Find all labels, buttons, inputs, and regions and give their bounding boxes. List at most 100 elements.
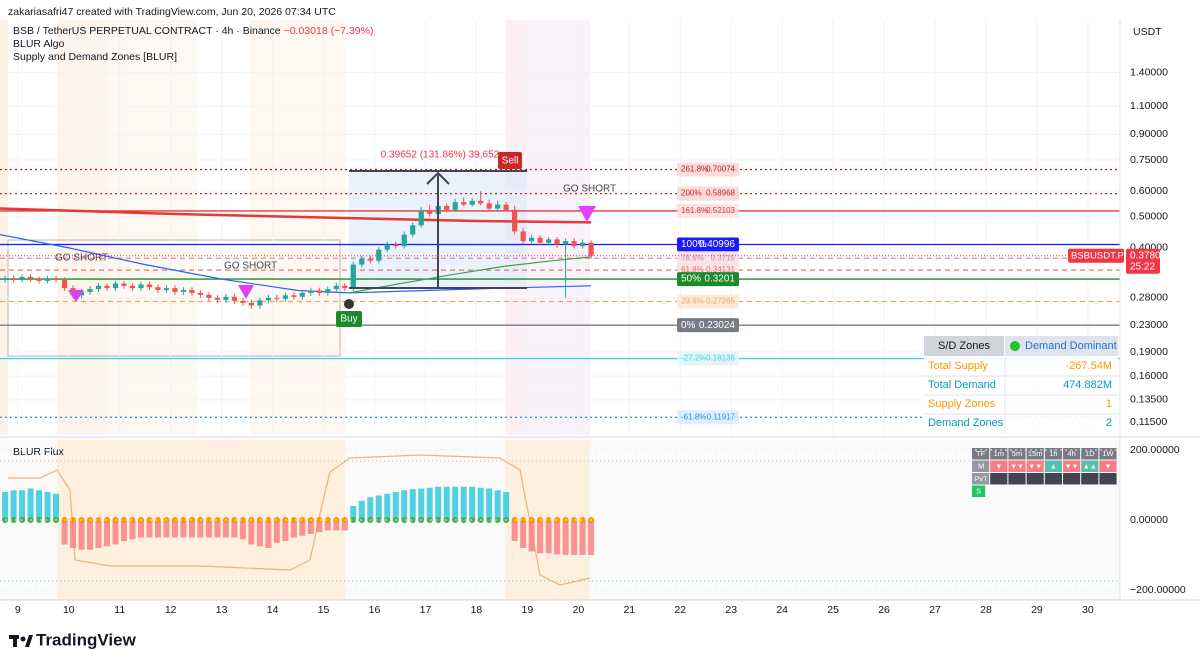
x-tick-label: 29 (1031, 604, 1043, 616)
status-dot (1010, 341, 1020, 351)
candle-body (240, 300, 246, 303)
level-price: 0.27265 (706, 297, 735, 306)
mtf-arrow: ▼▼ (1010, 464, 1024, 471)
candle-body (231, 296, 237, 301)
x-tick-label: 28 (980, 604, 992, 616)
mtf-header: 15m (1028, 449, 1043, 458)
flux-dot (265, 517, 272, 523)
x-tick-label: 19 (522, 604, 534, 616)
buy-badge (336, 311, 362, 327)
flux-dot (95, 517, 102, 523)
flux-dot (375, 517, 382, 523)
candle-body (367, 258, 373, 261)
x-tick-label: 27 (929, 604, 941, 616)
flux-dot (341, 517, 348, 523)
row-label: Total Supply (928, 360, 988, 372)
mtf-header-cell (990, 448, 1008, 460)
brand-logo (9, 635, 33, 647)
x-tick-label: 26 (878, 604, 890, 616)
buy-dot (344, 299, 354, 309)
flux-bar (299, 520, 306, 536)
mtf-arrow: ▼ (1105, 464, 1112, 471)
symbol: BSB / TetherUS PERPETUAL CONTRACT · 4h ·… (13, 25, 281, 37)
flux-bar (10, 490, 17, 520)
flux-dot (579, 517, 586, 523)
flux-bar (163, 520, 170, 538)
x-tick-label: 15 (318, 604, 330, 616)
flux-bar (418, 488, 425, 520)
candle-body (138, 284, 144, 289)
candle-body (588, 242, 594, 256)
candle-body (257, 300, 263, 306)
flux-bar (2, 492, 9, 520)
y-tick-label: 0.90000 (1130, 128, 1168, 140)
flux-dot (120, 517, 127, 523)
mtf-pvt-label-cell (972, 473, 990, 485)
flux-bar (477, 487, 484, 520)
x-tick-label: 12 (165, 604, 177, 616)
flux-bar (70, 520, 77, 548)
candle-body (469, 200, 475, 205)
flux-bar (239, 520, 246, 540)
candle-body (410, 225, 416, 235)
measure-arrow (349, 170, 527, 289)
candle-body (452, 202, 458, 210)
flux-dot (316, 517, 323, 523)
level-price: 0.23024 (699, 320, 736, 331)
flux-bar (78, 520, 85, 550)
y-tick-label: 1.10000 (1130, 100, 1168, 112)
author-line: zakariasafri47 created with TradingView.… (8, 6, 336, 18)
level-ratio: 100% (681, 239, 707, 250)
flux-dot (256, 517, 263, 523)
mtf-cell (1063, 460, 1081, 472)
y-tick-label: 0.23000 (1130, 319, 1168, 331)
x-tick-label: 30 (1082, 604, 1094, 616)
flux-dot (214, 517, 221, 523)
mtf-cell (1081, 460, 1099, 472)
flux-bar (256, 520, 263, 547)
flux-bar (341, 520, 348, 531)
buy-label: Buy (340, 314, 357, 325)
candle-body (189, 290, 195, 293)
flux-bar (384, 493, 391, 520)
candle-body (129, 285, 136, 289)
candle-body (155, 287, 161, 291)
pane-title: BLUR Flux (13, 446, 65, 458)
flux-bar (452, 486, 459, 520)
flux-dot (146, 517, 153, 523)
row-value: 474.882M (1063, 379, 1112, 391)
flux-bar (154, 520, 161, 538)
candle-body (563, 241, 569, 245)
candle-body (19, 276, 25, 280)
flux-bar (503, 492, 510, 520)
flux-bar (579, 520, 586, 555)
y-tick-label: 0.28000 (1130, 292, 1168, 304)
level-price: 0.3201 (704, 274, 735, 285)
candle-body (427, 211, 433, 214)
flux-bar (214, 520, 221, 538)
currency-label: USDT (1133, 26, 1162, 38)
flux-bar (180, 520, 187, 538)
flux-bar (188, 520, 195, 538)
candle-body (299, 292, 305, 297)
candle-body (248, 302, 254, 306)
flux-bar (520, 520, 527, 548)
candle-body (121, 283, 127, 286)
candle-body (2, 278, 8, 280)
x-tick-label: 10 (63, 604, 75, 616)
level-tag (677, 162, 739, 177)
flux-dot (426, 517, 433, 523)
indicator-name: Supply and Demand Zones [BLUR] (13, 51, 177, 63)
table-header: Demand Dominant (1025, 340, 1117, 352)
level-price: 0.18136 (706, 354, 735, 363)
flux-bar (120, 520, 127, 541)
candle-body (579, 242, 586, 247)
row-value: -267.54M (1066, 360, 1112, 372)
mtf-row-label: M (978, 462, 984, 471)
x-tick-label: 9 (15, 604, 21, 616)
mtf-arrow: ▲▲ (1083, 464, 1097, 471)
mtf-header: 1D (1085, 449, 1095, 458)
candle-body (359, 258, 365, 265)
